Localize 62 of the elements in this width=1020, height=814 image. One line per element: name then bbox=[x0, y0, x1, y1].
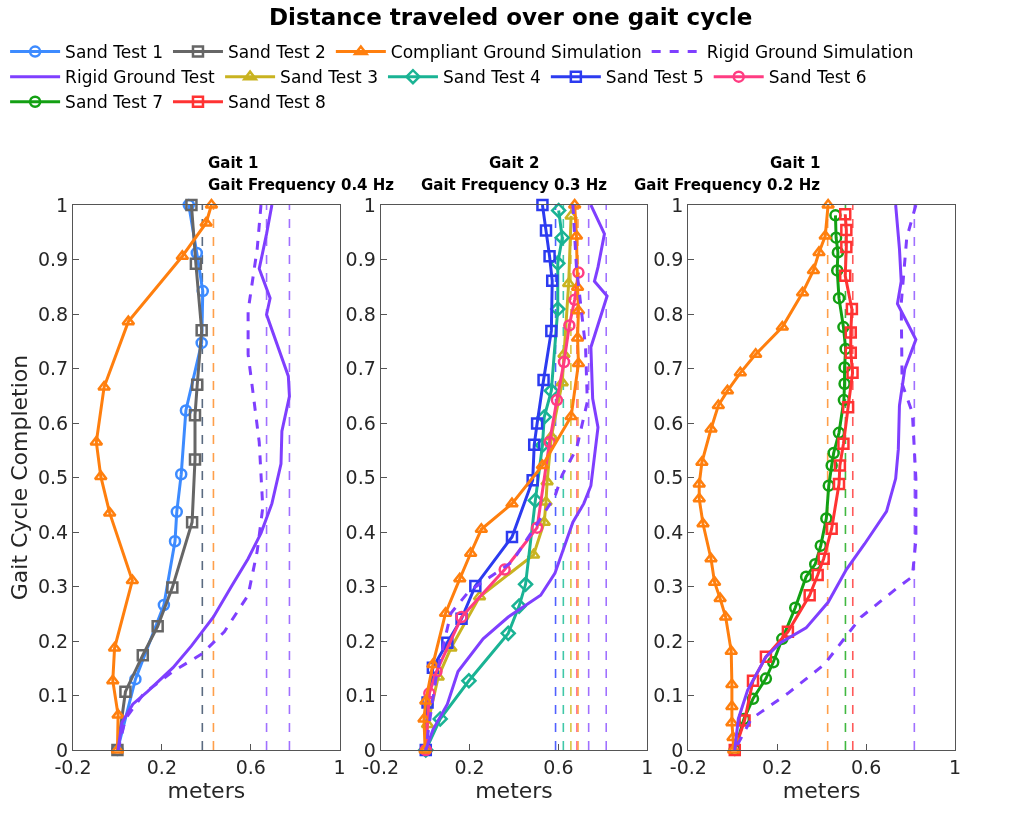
text: Distance traveled over one gait cycle bbox=[269, 4, 753, 30]
chart-title: Gait 1 bbox=[208, 154, 259, 172]
x-tick-label: 0.6 bbox=[235, 755, 266, 778]
chart-subtitle: Gait Frequency 0.3 Hz bbox=[421, 176, 608, 194]
y-tick-label: 0.2 bbox=[37, 629, 69, 652]
y-tick-label: 0.6 bbox=[37, 411, 69, 434]
y-tick-label: 0.1 bbox=[653, 684, 684, 707]
y-tick-label: 0.9 bbox=[345, 248, 376, 271]
y-tick-label: 0.8 bbox=[37, 302, 69, 325]
legend-label: Compliant Ground Simulation bbox=[390, 42, 642, 63]
y-axis-title: Gait Cycle Completion bbox=[6, 354, 32, 601]
y-tick-label: 0.8 bbox=[345, 302, 376, 325]
x-tick-label: 0.6 bbox=[543, 755, 574, 778]
legend-label: Sand Test 7 bbox=[65, 92, 163, 113]
legend-label: Rigid Ground Test bbox=[65, 67, 216, 88]
y-tick-label: 0.4 bbox=[37, 520, 69, 543]
x-tick-label: 0.2 bbox=[762, 755, 793, 778]
y-tick-label: 0.9 bbox=[37, 248, 69, 271]
x-tick-label: 0.6 bbox=[851, 755, 882, 778]
legend-label: Sand Test 5 bbox=[605, 67, 704, 88]
x-tick-label: 1 bbox=[948, 755, 962, 778]
legend-label: Sand Test 8 bbox=[227, 92, 326, 113]
y-tick-label: 0 bbox=[671, 738, 684, 761]
x-axis-title: meters bbox=[475, 777, 553, 803]
y-tick-label: 0 bbox=[363, 738, 376, 761]
y-tick-label: 0.5 bbox=[345, 466, 376, 489]
y-tick-label: 0.3 bbox=[653, 575, 684, 598]
y-tick-label: 0.7 bbox=[653, 357, 684, 380]
legend-label: Sand Test 4 bbox=[442, 67, 541, 88]
x-tick-label: 0.2 bbox=[454, 755, 485, 778]
y-tick-label: 0.3 bbox=[345, 575, 376, 598]
y-tick-label: 0.8 bbox=[653, 302, 684, 325]
y-tick-label: 0.4 bbox=[653, 520, 684, 543]
y-tick-label: 0.1 bbox=[37, 684, 69, 707]
chart-title: Gait 1 bbox=[770, 154, 821, 172]
chart-subtitle: Gait Frequency 0.4 Hz bbox=[208, 176, 395, 194]
legend-label: Sand Test 3 bbox=[280, 67, 378, 88]
y-tick-label: 1 bbox=[671, 193, 684, 216]
legend-label: Rigid Ground Simulation bbox=[706, 42, 914, 63]
y-tick-label: 0.7 bbox=[37, 357, 69, 380]
chart-title: Gait 2 bbox=[489, 154, 540, 172]
y-tick-label: 0.5 bbox=[37, 466, 69, 489]
y-tick-label: 0 bbox=[56, 738, 69, 761]
y-tick-label: 0.2 bbox=[653, 629, 684, 652]
legend-label: Sand Test 2 bbox=[227, 42, 326, 63]
x-axis-title: meters bbox=[167, 777, 246, 803]
x-tick-label: 0.2 bbox=[146, 755, 177, 778]
y-tick-label: 0.9 bbox=[653, 248, 684, 271]
legend-label: Sand Test 1 bbox=[65, 42, 163, 63]
y-tick-label: 0.7 bbox=[345, 357, 376, 380]
y-tick-label: 1 bbox=[363, 193, 376, 216]
y-tick-label: 0.4 bbox=[345, 520, 376, 543]
y-tick-label: 0.5 bbox=[653, 466, 684, 489]
y-tick-label: 0.2 bbox=[345, 629, 376, 652]
y-tick-label: 0.6 bbox=[653, 411, 684, 434]
y-tick-label: 0.1 bbox=[345, 684, 376, 707]
x-axis-title: meters bbox=[782, 777, 861, 803]
y-tick-label: 0.6 bbox=[345, 411, 376, 434]
y-tick-label: 1 bbox=[56, 193, 69, 216]
legend-label: Sand Test 6 bbox=[768, 67, 867, 88]
chart-subtitle: Gait Frequency 0.2 Hz bbox=[634, 176, 821, 194]
y-tick-label: 0.3 bbox=[37, 575, 69, 598]
